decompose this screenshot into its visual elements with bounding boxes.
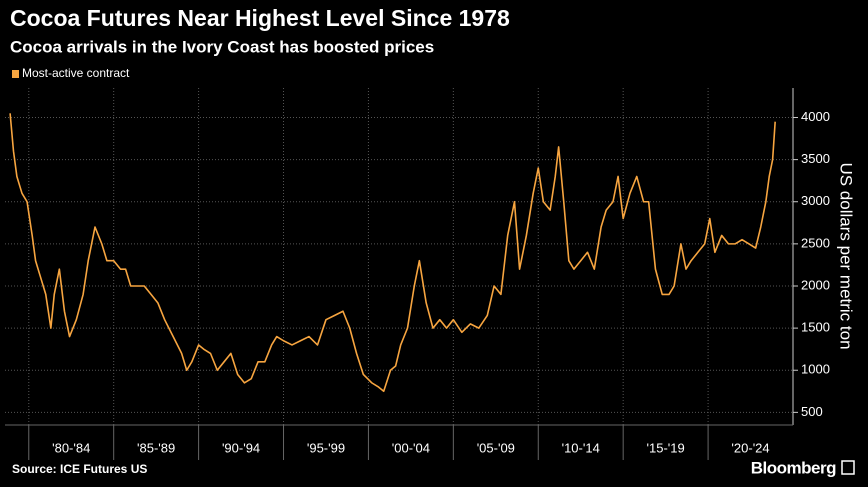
y-tick-label: 1500 xyxy=(801,320,830,335)
x-tick-label: '15-'19 xyxy=(647,440,685,455)
x-tick-label: '05-'09 xyxy=(477,440,515,455)
legend-label: Most-active contract xyxy=(22,66,130,80)
y-tick-label: 500 xyxy=(801,404,823,419)
brand: Bloomberg xyxy=(751,458,836,477)
x-tick-label: '80-'84 xyxy=(52,440,90,455)
y-tick-label: 2000 xyxy=(801,277,830,292)
chart-subtitle: Cocoa arrivals in the Ivory Coast has bo… xyxy=(10,37,434,56)
x-tick-label: '10-'14 xyxy=(562,440,600,455)
y-tick-label: 2500 xyxy=(801,235,830,250)
x-tick-label: '20-'24 xyxy=(731,440,769,455)
x-tick-label: '85-'89 xyxy=(137,440,175,455)
y-tick-label: 4000 xyxy=(801,109,830,124)
y-tick-label: 3500 xyxy=(801,151,830,166)
y-tick-label: 3000 xyxy=(801,193,830,208)
price-line xyxy=(9,113,776,393)
x-tick-label: '90-'94 xyxy=(222,440,260,455)
legend-swatch xyxy=(12,70,19,78)
y-tick-label: 1000 xyxy=(801,362,830,377)
x-tick-label: '95-'99 xyxy=(307,440,345,455)
source: Source: ICE Futures US xyxy=(12,462,147,476)
chart-title: Cocoa Futures Near Highest Level Since 1… xyxy=(10,5,510,31)
brand-icon xyxy=(841,460,855,475)
y-axis-label: US dollars per metric ton xyxy=(837,162,856,349)
x-tick-label: '00-'04 xyxy=(392,440,430,455)
